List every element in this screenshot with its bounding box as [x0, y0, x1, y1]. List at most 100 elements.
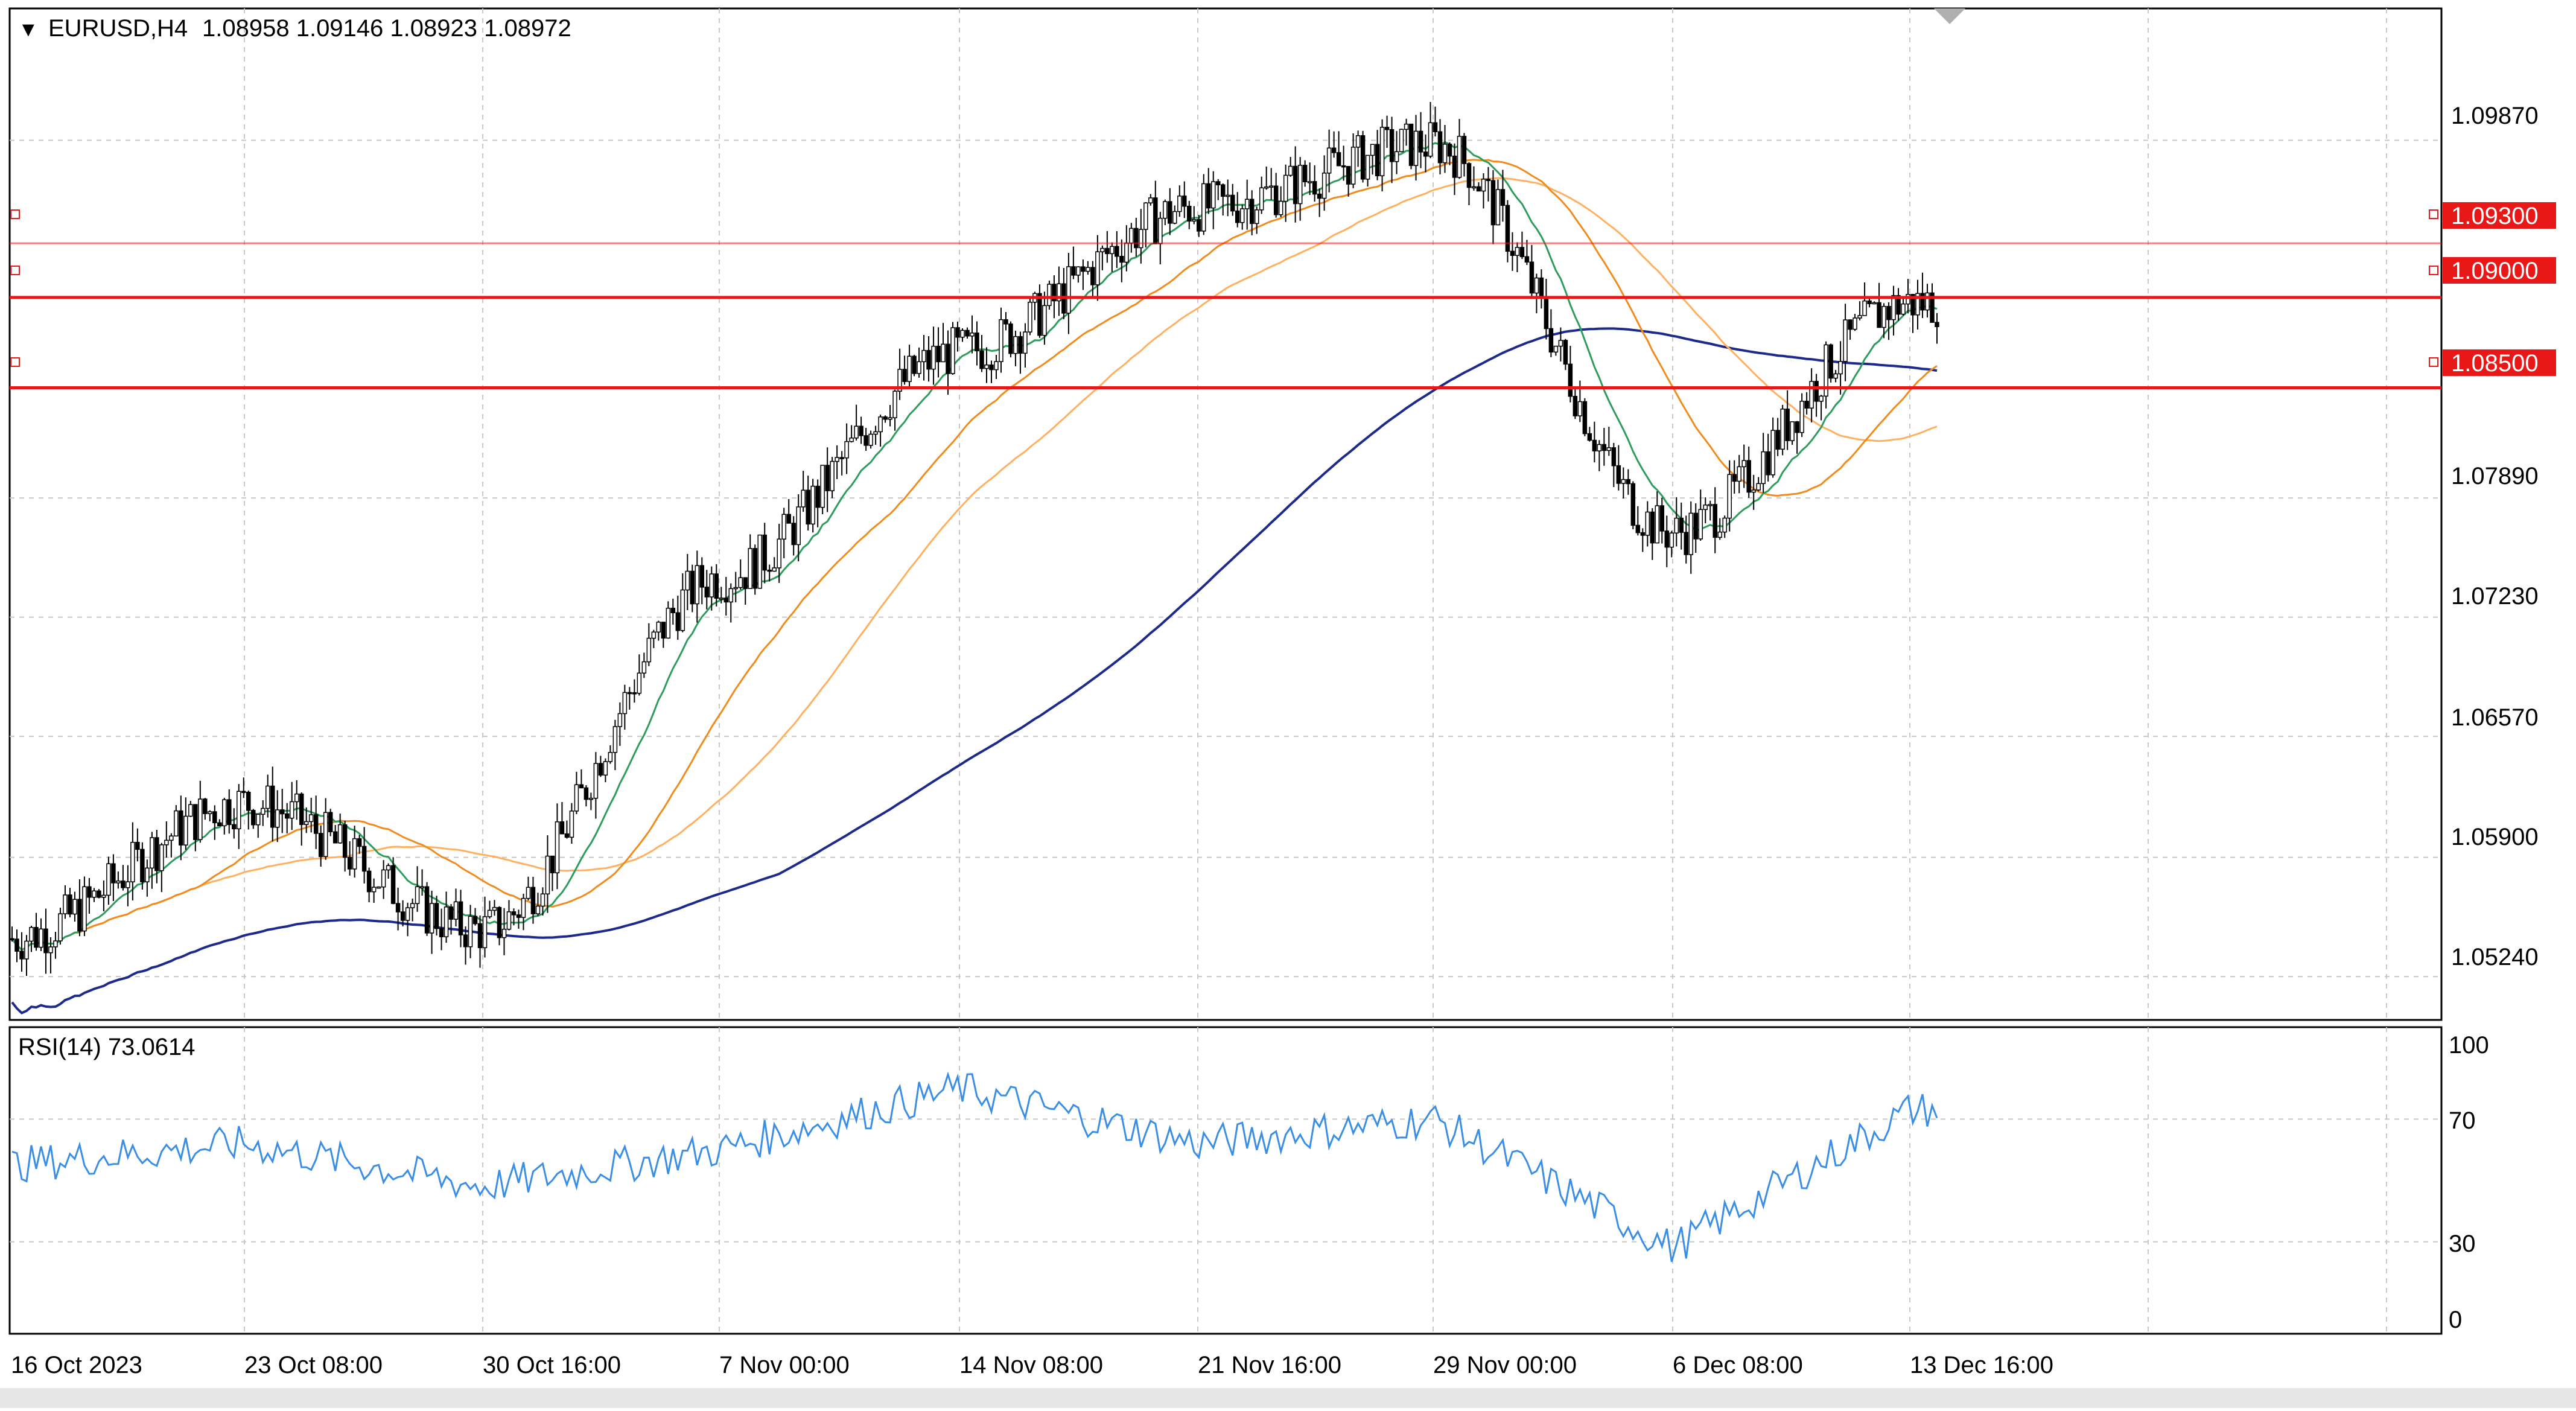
- candle-body: [106, 863, 111, 896]
- candle-body: [1843, 319, 1848, 362]
- candle-body: [1698, 509, 1703, 540]
- candle-body: [1273, 185, 1279, 215]
- candle-body: [844, 441, 849, 459]
- candle-body: [323, 812, 328, 857]
- candle-body: [1529, 261, 1534, 294]
- rsi-line: [11, 1071, 1938, 1263]
- candle-body: [579, 784, 584, 789]
- candle-body: [1076, 266, 1081, 276]
- candle-body: [810, 485, 815, 525]
- level-1-09300[interactable]: [10, 209, 2441, 244]
- candle-body: [1775, 430, 1780, 450]
- candle-body: [569, 811, 574, 838]
- candle-body: [154, 837, 159, 871]
- price-panel[interactable]: [8, 7, 2443, 1021]
- candle-body: [835, 457, 839, 462]
- candle-body: [279, 809, 285, 815]
- candle-body: [1008, 323, 1013, 354]
- candle-body: [1071, 266, 1076, 276]
- time-axis-label: 6 Dec 08:00: [1673, 1352, 1803, 1378]
- level-1-09000[interactable]: [10, 266, 2441, 299]
- candle-body: [1293, 165, 1298, 205]
- candle-body: [1515, 247, 1520, 256]
- candle-body: [1115, 246, 1119, 257]
- candle-body: [492, 906, 497, 911]
- candle-body: [237, 791, 241, 830]
- candle-body: [410, 903, 415, 908]
- candle-body: [1635, 524, 1641, 534]
- candle-body: [1486, 179, 1491, 181]
- candle-body: [1804, 401, 1809, 409]
- candle-body: [424, 886, 430, 934]
- level-1-08500[interactable]: [10, 357, 2441, 389]
- candle-body: [680, 589, 685, 631]
- candle-body: [111, 863, 116, 884]
- candle-body: [1288, 165, 1293, 176]
- candle-body: [637, 672, 642, 694]
- horizontal-scrollbar[interactable]: [0, 1388, 2576, 1408]
- candle-body: [53, 940, 58, 948]
- candle-body: [1423, 151, 1428, 157]
- candle-body: [1331, 147, 1337, 153]
- candle-body: [1935, 322, 1939, 327]
- candle-body: [999, 319, 1003, 362]
- candle-body: [159, 844, 164, 871]
- candle-body: [1244, 199, 1250, 209]
- symbol-label: EURUSD,H4: [48, 15, 188, 42]
- candle-body: [743, 577, 748, 589]
- candle-body: [555, 821, 560, 873]
- candle-body: [1751, 489, 1756, 493]
- candle-body: [1134, 228, 1139, 249]
- rsi-axis-label: 30: [2449, 1231, 2476, 1257]
- candle-body: [1737, 466, 1741, 482]
- candle-body: [897, 369, 902, 392]
- candle-body: [183, 815, 188, 846]
- candle-body: [960, 330, 965, 338]
- candle-body: [299, 793, 304, 825]
- candle-body: [1901, 303, 1906, 315]
- candle-body: [1312, 181, 1317, 195]
- candle-body: [564, 833, 570, 838]
- candle-body: [188, 804, 193, 817]
- candle-body: [574, 784, 579, 812]
- candle-body: [1119, 255, 1124, 263]
- candle-body: [1047, 284, 1052, 307]
- candle-body: [82, 886, 87, 932]
- candle-body: [540, 893, 545, 907]
- candle-body: [777, 538, 781, 569]
- candle-body: [1476, 186, 1481, 192]
- candle-body: [757, 534, 762, 589]
- candle-body: [670, 608, 676, 614]
- candle-body: [1766, 451, 1770, 476]
- candle-body: [468, 916, 473, 948]
- rsi-axis-label: 70: [2449, 1107, 2476, 1134]
- candle-body: [926, 349, 931, 370]
- candle-body: [39, 928, 43, 948]
- candle-body: [970, 333, 975, 337]
- level-tag-1-09300: 1.09300: [2443, 202, 2556, 229]
- candle-body: [535, 905, 541, 914]
- candle-body: [208, 811, 212, 814]
- candle-body: [1023, 331, 1028, 354]
- candle-body: [1350, 147, 1356, 185]
- chart-shift-marker[interactable]: [1934, 8, 1965, 24]
- candle-body: [994, 361, 999, 371]
- candle-body: [1838, 361, 1843, 375]
- candle-body: [661, 622, 666, 639]
- candle-body: [1297, 165, 1303, 205]
- candle-body: [1336, 152, 1341, 167]
- header-arrow-icon[interactable]: ▼: [18, 18, 39, 41]
- candle-body: [709, 573, 714, 597]
- candle-body: [140, 849, 145, 882]
- candle-body: [1052, 284, 1057, 302]
- ohlc-values: 1.08958 1.09146 1.08923 1.08972: [202, 15, 571, 42]
- candle-body: [1891, 295, 1896, 320]
- time-axis-label: 29 Nov 00:00: [1433, 1352, 1577, 1378]
- candle-body: [550, 855, 555, 873]
- candle-body: [1780, 409, 1785, 450]
- candle-body: [588, 797, 594, 800]
- rsi-panel[interactable]: [8, 1026, 2443, 1335]
- candle-body: [695, 565, 700, 605]
